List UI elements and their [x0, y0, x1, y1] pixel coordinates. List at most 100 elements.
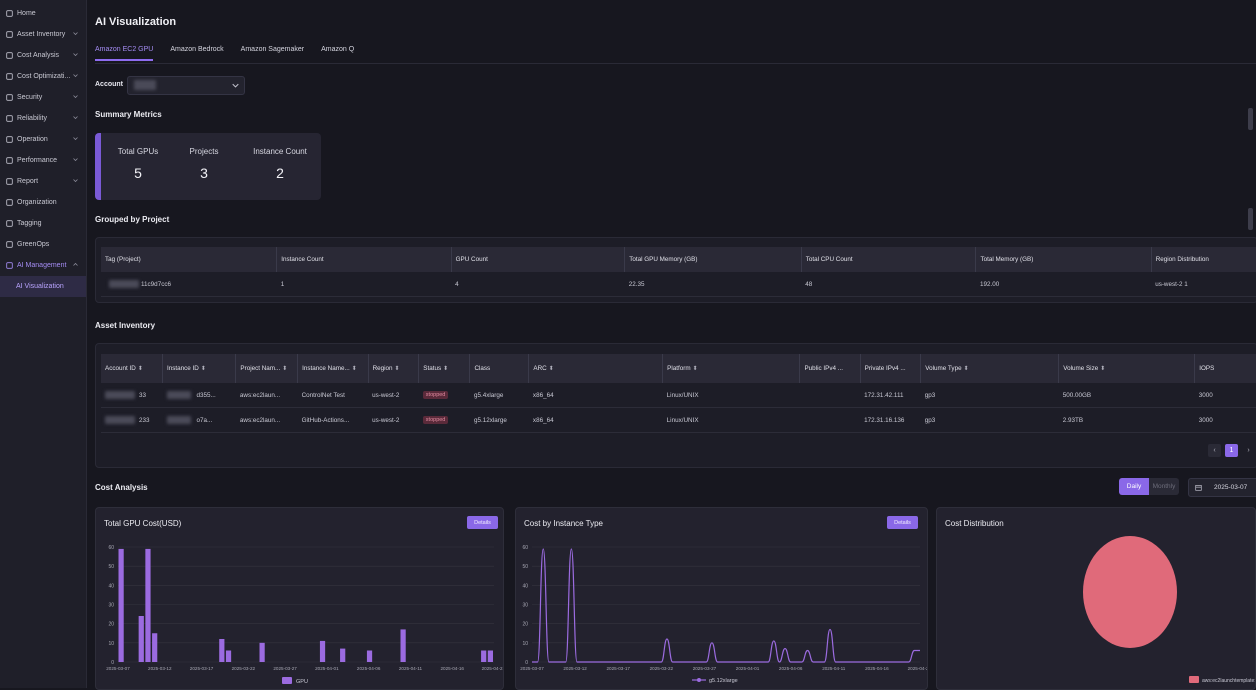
sidebar-item-performance[interactable]: Performance [0, 150, 86, 171]
cell-value: 2.93TB [1062, 416, 1084, 424]
page-1-button[interactable]: 1 [1225, 444, 1238, 457]
sidebar: Home Asset Inventory Cost Analysis Cost Opt… [0, 0, 87, 688]
bar [487, 650, 493, 662]
column-header[interactable]: IOPS [1194, 354, 1256, 383]
metric-projects: Projects 3 [185, 147, 223, 181]
x-tick-label: 2025-03-17 [606, 666, 630, 671]
cell-value: gp3 [924, 416, 936, 424]
status-badge: stopped [422, 416, 449, 424]
column-header[interactable]: Instance Name... ⬍ [297, 354, 369, 383]
sort-icon[interactable]: ⬍ [1100, 366, 1106, 372]
sort-icon[interactable]: ⬍ [200, 366, 206, 372]
sidebar-item-label: Cost Analysis [17, 52, 60, 59]
column-header[interactable]: Private IPv4 ... [860, 354, 922, 383]
column-header[interactable]: Volume Size ⬍ [1058, 354, 1196, 383]
column-header[interactable]: Public IPv4 ... [799, 354, 861, 383]
sort-icon[interactable]: ⬍ [443, 366, 449, 372]
sidebar-item-greenops[interactable]: GreenOps [0, 234, 86, 255]
bar [340, 648, 346, 662]
sort-icon[interactable]: ⬍ [394, 366, 400, 372]
column-header[interactable]: Account ID ⬍ [101, 354, 163, 383]
column-label: Platform [667, 365, 691, 372]
scrollbar-thumb[interactable] [1248, 208, 1253, 230]
date-picker[interactable]: 2025-03-07 [1188, 478, 1256, 497]
column-header[interactable]: Status ⬍ [418, 354, 471, 383]
cell-value: 22.35 [628, 280, 645, 288]
sidebar-item-label: Performance [17, 157, 58, 164]
sort-icon[interactable]: ⬍ [548, 366, 554, 372]
sidebar-item-label: Home [17, 10, 36, 17]
sidebar-item-home[interactable]: Home [0, 3, 86, 24]
column-header: Total Memory (GB) [975, 247, 1152, 272]
chevron-down-icon [73, 31, 78, 38]
bar [481, 650, 487, 662]
tab-amazon-bedrock[interactable]: Amazon Bedrock [170, 46, 224, 53]
table-row[interactable]: 233 o7a... aws:ec2laun... GitHub-Actions...… [101, 407, 1256, 433]
sidebar-item-label: Reliability [17, 115, 47, 122]
monthly-button[interactable]: Monthly [1149, 478, 1179, 495]
sort-icon[interactable]: ⬍ [351, 366, 357, 372]
details-button[interactable]: Details [467, 516, 498, 529]
tab-amazon-sagemaker[interactable]: Amazon Sagemaker [240, 46, 305, 53]
daily-button[interactable]: Daily [1119, 478, 1149, 495]
next-page-button[interactable]: › [1247, 447, 1250, 454]
details-button[interactable]: Details [887, 516, 918, 529]
sidebar-item-cost-analysis[interactable]: Cost Analysis [0, 45, 86, 66]
sidebar-item-report[interactable]: Report [0, 171, 86, 192]
column-header[interactable]: Instance ID ⬍ [162, 354, 237, 383]
sidebar-item-tagging[interactable]: Tagging [0, 213, 86, 234]
sidebar-item-cost-optimizati[interactable]: Cost Optimizati... [0, 66, 86, 87]
cell-value: x86_64 [532, 391, 554, 399]
column-header[interactable]: Project Nam... ⬍ [235, 354, 299, 383]
sidebar-item-ai-visualization[interactable]: AI Visualization [0, 276, 86, 297]
sidebar-item-security[interactable]: Security [0, 87, 86, 108]
column-header: Total GPU Memory (GB) [624, 247, 802, 272]
table-cell: 48 [801, 272, 976, 297]
tab-amazon-q[interactable]: Amazon Q [321, 46, 355, 53]
sidebar-item-asset-inventory[interactable]: Asset Inventory [0, 24, 86, 45]
column-label: Status [423, 365, 442, 372]
page-title: AI Visualization [95, 16, 177, 28]
column-header[interactable]: Class [469, 354, 530, 383]
column-header[interactable]: Platform ⬍ [662, 354, 801, 383]
y-tick-label: 20 [522, 622, 528, 628]
home-icon [5, 10, 13, 18]
sidebar-item-label: AI Visualization [16, 283, 64, 290]
scrollbar-thumb[interactable] [1248, 108, 1253, 130]
sort-icon[interactable]: ⬍ [137, 366, 143, 372]
tab-amazon-ec2-gpu[interactable]: Amazon EC2 GPU [95, 46, 154, 61]
table-row[interactable]: 33 d355... aws:ec2laun... ControlNet Test us… [101, 383, 1256, 408]
column-header[interactable]: Volume Type ⬍ [920, 354, 1060, 383]
y-tick-label: 40 [108, 583, 114, 589]
table-cell: d355... [162, 383, 236, 408]
metric-total-gpus: Total GPUs 5 [115, 147, 161, 181]
sidebar-item-label: GreenOps [17, 241, 50, 248]
column-label: Public IPv4 ... [804, 365, 843, 372]
sidebar-item-organization[interactable]: Organization [0, 192, 86, 213]
bar [259, 642, 265, 662]
ai-icon [5, 262, 13, 270]
cell-value: 3000 [1198, 416, 1213, 424]
tab-divider [95, 63, 1256, 64]
sort-icon[interactable]: ⬍ [692, 366, 698, 372]
table-cell: 2.93TB [1058, 407, 1195, 433]
table-cell: x86_64 [528, 383, 663, 408]
redacted-id [166, 391, 191, 399]
x-tick-label: 2025-03-27 [273, 666, 297, 671]
sidebar-item-reliability[interactable]: Reliability [0, 108, 86, 129]
legend-marker [697, 678, 701, 682]
account-select[interactable] [127, 76, 245, 95]
column-header[interactable]: ARC ⬍ [528, 354, 664, 383]
sort-icon[interactable]: ⬍ [282, 366, 288, 372]
column-header[interactable]: Region ⬍ [368, 354, 420, 383]
sidebar-item-label: AI Management [17, 262, 67, 269]
column-header: Region Distribution [1151, 247, 1256, 272]
column-label: Project Nam... [240, 365, 281, 372]
sidebar-item-label: Operation [17, 136, 48, 143]
sort-icon[interactable]: ⬍ [963, 366, 969, 372]
x-tick-label: 2025-03-22 [232, 666, 256, 671]
cell-value: 48 [805, 280, 813, 288]
sidebar-item-ai-management[interactable]: AI Management [0, 255, 86, 276]
prev-page-button[interactable]: ‹ [1208, 444, 1221, 457]
sidebar-item-operation[interactable]: Operation [0, 129, 86, 150]
